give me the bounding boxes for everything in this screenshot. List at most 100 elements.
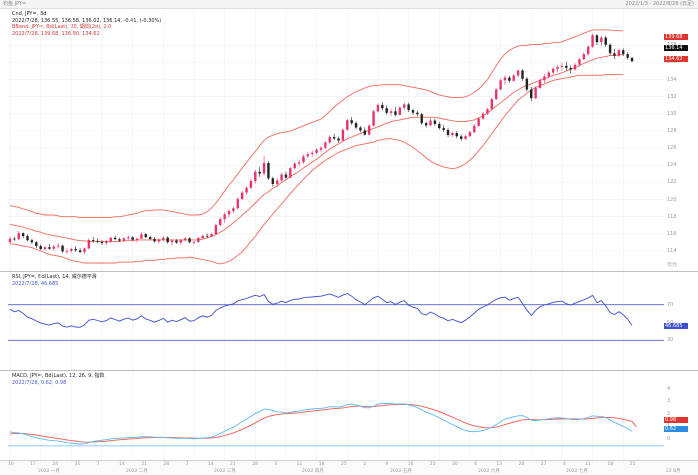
candle-body	[262, 163, 266, 174]
candle-body	[135, 238, 139, 240]
candle-body	[495, 89, 498, 100]
candle-body	[197, 237, 200, 242]
window-titlebar: 钓鱼 JPY= 2022/1/3 - 2022/8/26 (日足)	[0, 0, 698, 9]
candle-body	[530, 89, 533, 99]
price-tick-label: 132	[667, 93, 677, 100]
candle-body	[403, 104, 406, 108]
candle-body	[486, 109, 489, 114]
rsi-y-axis[interactable]: 70 50 30	[664, 272, 698, 370]
candle-body	[227, 211, 231, 215]
rsi-pane[interactable]: RSI, JPY=, Bd(Last), 14, 威尔德平滑 2022/7/28…	[0, 272, 698, 370]
rsi-legend-title: RSI, JPY=, Bd(Last), 14, 威尔德平滑	[12, 274, 97, 280]
x-tick-label: 13	[496, 462, 503, 467]
candle-body	[459, 136, 463, 139]
candle-body	[346, 120, 349, 130]
candle-body	[240, 192, 244, 200]
x-month-label: 2022 五月	[390, 469, 412, 474]
candle-body	[184, 238, 187, 241]
x-tick-label: 30	[452, 462, 458, 467]
candle-body	[464, 136, 467, 139]
candle-body	[451, 133, 454, 135]
candle-body	[363, 130, 367, 135]
candlestick-chart	[8, 9, 664, 271]
x-tick-label: 28	[252, 462, 258, 467]
candle-body	[324, 142, 327, 148]
x-tick-label: 24	[52, 462, 59, 467]
x-tick-label: 7	[96, 462, 100, 467]
x-tick-label: 20	[518, 462, 525, 467]
rsi-legend-value: 2022/7/28, 46.685	[12, 280, 59, 287]
candle-body	[376, 104, 380, 112]
price-legend: Cnd, JPY=, Bd 2022/7/28, 136.55, 136.58,…	[12, 11, 161, 37]
candle-body	[525, 78, 529, 90]
candle-body	[477, 118, 480, 126]
candle-body	[560, 65, 564, 67]
candle-body	[499, 80, 502, 90]
macd-legend: MACD, JPY=, Bd(Last), 12, 26, 9, 指数 2022…	[12, 373, 105, 386]
candle-body	[543, 76, 546, 81]
candle-body	[127, 237, 130, 239]
macd-pane[interactable]: MACD, JPY=, Bd(Last), 12, 26, 9, 指数 2022…	[0, 371, 698, 460]
price-y-axis[interactable]: 138136134132130128126124122120118116114日…	[664, 9, 698, 271]
candle-body	[600, 37, 603, 43]
candle-body	[70, 248, 73, 251]
x-tick-label: 6	[474, 462, 478, 467]
candle-body	[569, 67, 572, 70]
x-tick-label: 17	[30, 462, 36, 467]
x-tick-label: 28	[163, 462, 170, 467]
x-tick-label: 31	[74, 462, 81, 467]
candle-body	[328, 137, 331, 143]
macd-y-axis[interactable]: 43210	[664, 371, 698, 460]
price-tick-label: 118	[667, 213, 677, 220]
candle-body	[521, 70, 524, 79]
candle-body	[516, 70, 520, 76]
rsi-tick-label: 70	[667, 301, 674, 308]
candle-body	[122, 238, 126, 241]
candle-body	[573, 64, 577, 70]
candle-body	[170, 240, 174, 243]
rsi-tick-label: 30	[667, 337, 674, 344]
x-tick-label: 10	[8, 462, 14, 467]
candle-body	[223, 214, 226, 220]
candle-body	[232, 208, 235, 212]
candle-body	[293, 163, 296, 169]
candle-body	[109, 237, 112, 242]
candle-body	[512, 75, 515, 81]
x-month-label: 2022 一月	[38, 469, 60, 474]
time-axis[interactable]: 10 17 24 31 7 14 21 28 7 14 21 28 4 11 18 25 2 9 16 23 30 6 13…	[0, 460, 698, 475]
x-month-label: 2022 三月	[214, 469, 236, 474]
price-tick-label: 136	[667, 59, 677, 66]
candle-body	[626, 54, 629, 58]
date-range-label: 2022/1/3 - 2022/8/26 (日足)	[625, 1, 694, 7]
candle-body	[411, 110, 415, 113]
candle-body	[258, 171, 261, 174]
candle-body	[275, 180, 279, 184]
x-tick-label: 27	[540, 462, 547, 467]
rsi-tick-label: 50	[667, 320, 673, 326]
price-tick-label: 日元	[667, 262, 678, 268]
price-tick-label: 114	[667, 248, 677, 254]
candle-body	[442, 128, 445, 130]
pane-divider[interactable]	[0, 370, 698, 371]
price-pane[interactable]: Cnd, JPY=, Bd 2022/7/28, 136.55, 136.58,…	[0, 9, 698, 271]
pane-divider[interactable]	[0, 271, 698, 272]
x-tick-label: 2	[363, 462, 367, 467]
x-tick-label: 25	[629, 462, 636, 467]
candle-body	[608, 44, 612, 54]
candle-body	[267, 163, 270, 179]
candle-body	[52, 246, 56, 249]
rsi-line	[9, 293, 633, 328]
candle-body	[205, 235, 209, 237]
price-tick-label: 130	[667, 110, 677, 117]
candle-body	[420, 114, 423, 124]
macd-tick-label: 4	[667, 385, 671, 392]
candle-body	[56, 245, 60, 247]
candle-body	[162, 237, 165, 240]
macd-signal-badge: 0.98	[664, 417, 688, 423]
candle-body	[481, 113, 485, 119]
candle-body	[179, 240, 183, 243]
candle-body	[337, 138, 340, 141]
bb-lower-badge: 134.62	[664, 56, 688, 62]
candle-body	[551, 68, 555, 73]
candle-body	[446, 129, 450, 135]
